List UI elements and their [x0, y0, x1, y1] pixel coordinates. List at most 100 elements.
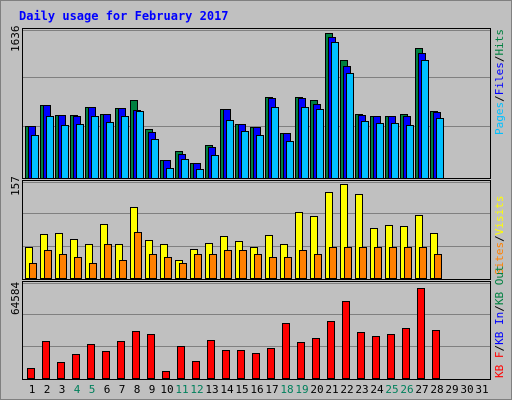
- bar-sites-day-16: [254, 254, 262, 279]
- bar-pages-day-4: [76, 124, 84, 179]
- bar-kb-f-day-28: [432, 330, 440, 379]
- x-tick-label: 3: [59, 383, 66, 396]
- legend-entry: /: [493, 235, 506, 242]
- bar-sites-day-11: [179, 263, 187, 279]
- bar-kb-f-day-10: [162, 371, 170, 379]
- legend: Pages/Files/Hits: [493, 29, 506, 135]
- x-tick-label: 29: [445, 383, 458, 396]
- bar-pages-day-2: [46, 116, 54, 179]
- bar-kb-f-day-7: [117, 341, 125, 379]
- bar-pages-day-12: [196, 169, 204, 179]
- bar-pages-day-3: [61, 125, 69, 179]
- bar-sites-day-23: [359, 247, 367, 279]
- bar-kb-f-day-19: [297, 342, 305, 379]
- x-tick-label: 7: [119, 383, 126, 396]
- x-tick-label: 15: [235, 383, 248, 396]
- bar-sites-day-8: [134, 232, 142, 279]
- legend-entry: KB F: [493, 352, 506, 379]
- bar-pages-day-22: [346, 73, 354, 179]
- legend: Sites/Visits: [493, 196, 506, 276]
- bar-sites-day-28: [434, 254, 442, 279]
- x-tick-label: 16: [250, 383, 263, 396]
- x-tick-label: 10: [160, 383, 173, 396]
- bar-sites-day-20: [314, 254, 322, 279]
- bar-pages-day-10: [166, 168, 174, 179]
- legend-entry: KB In: [493, 312, 506, 345]
- bar-pages-day-14: [226, 120, 234, 179]
- bar-pages-day-26: [406, 125, 414, 179]
- legend-entry: Hits: [493, 29, 506, 56]
- x-tick-label: 17: [265, 383, 278, 396]
- bar-sites-day-18: [284, 257, 292, 279]
- legend-entry: /: [493, 56, 506, 63]
- bar-pages-day-8: [136, 111, 144, 179]
- x-tick-label: 22: [340, 383, 353, 396]
- bar-sites-day-21: [329, 247, 337, 279]
- kbytes-ymax-label: 64584: [9, 282, 22, 315]
- legend-entry: Files: [493, 62, 506, 95]
- x-tick-label: 12: [190, 383, 203, 396]
- x-tick-label: 13: [205, 383, 218, 396]
- bar-pages-day-1: [31, 135, 39, 179]
- bar-pages-day-11: [181, 159, 189, 179]
- bar-sites-day-26: [404, 247, 412, 279]
- bar-sites-day-10: [164, 257, 172, 279]
- bar-kb-f-day-24: [372, 336, 380, 379]
- bar-pages-day-20: [316, 109, 324, 179]
- x-tick-label: 2: [44, 383, 51, 396]
- bar-sites-day-15: [239, 250, 247, 279]
- chart-title: Daily usage for February 2017: [19, 9, 229, 23]
- bar-pages-day-28: [436, 118, 444, 179]
- bar-kb-f-day-18: [282, 323, 290, 379]
- bar-kb-f-day-1: [27, 368, 35, 379]
- bar-kb-f-day-15: [237, 350, 245, 379]
- bar-pages-day-19: [301, 107, 309, 179]
- bar-sites-day-7: [119, 260, 127, 279]
- x-tick-label: 25: [385, 383, 398, 396]
- bar-kb-f-day-17: [267, 348, 275, 379]
- bar-kb-f-day-25: [387, 334, 395, 379]
- bar-sites-day-9: [149, 254, 157, 279]
- bar-pages-day-17: [271, 107, 279, 179]
- bars-layer: [25, 33, 444, 379]
- bar-kb-f-day-16: [252, 353, 260, 379]
- x-tick-label: 30: [460, 383, 473, 396]
- x-tick-label: 6: [104, 383, 111, 396]
- bar-kb-f-day-12: [192, 361, 200, 379]
- bar-sites-day-22: [344, 247, 352, 279]
- x-tick-label: 24: [370, 383, 384, 396]
- x-tick-label: 1: [29, 383, 36, 396]
- bar-sites-day-19: [299, 250, 307, 279]
- legend-entry: KB Out: [493, 265, 506, 305]
- bar-kb-f-day-4: [72, 354, 80, 379]
- bar-sites-day-5: [89, 263, 97, 279]
- bar-pages-day-24: [376, 123, 384, 179]
- x-tick-label: 31: [475, 383, 488, 396]
- bar-sites-day-1: [29, 263, 37, 279]
- bar-pages-day-23: [361, 121, 369, 179]
- legend: KB F/KB In/KB Out: [493, 265, 506, 378]
- bar-kb-f-day-21: [327, 321, 335, 379]
- x-tick-label: 14: [220, 383, 234, 396]
- bar-kb-f-day-5: [87, 344, 95, 379]
- x-tick-label: 21: [325, 383, 338, 396]
- x-tick-label: 4: [74, 383, 81, 396]
- bar-pages-day-15: [241, 131, 249, 179]
- bar-sites-day-4: [74, 257, 82, 279]
- x-tick-label: 18: [280, 383, 293, 396]
- x-tick-label: 23: [355, 383, 368, 396]
- x-axis-labels: 1 2 3 4 5 6 7 8 9 10 11 12 13 14 15 16 17 18 19 20 21 22 23 24 2…: [29, 383, 489, 396]
- legend-entry: Sites: [493, 242, 506, 275]
- bar-pages-day-27: [421, 60, 429, 179]
- bar-kb-f-day-22: [342, 301, 350, 379]
- bar-sites-day-12: [194, 254, 202, 279]
- x-tick-label: 11: [175, 383, 188, 396]
- bar-pages-day-25: [391, 123, 399, 179]
- bar-kb-f-day-27: [417, 288, 425, 379]
- bar-pages-day-18: [286, 141, 294, 179]
- bar-kb-f-day-9: [147, 334, 155, 379]
- x-tick-label: 5: [89, 383, 96, 396]
- bar-kb-f-day-11: [177, 346, 185, 379]
- bar-kb-f-day-6: [102, 351, 110, 379]
- bar-pages-day-13: [211, 155, 219, 179]
